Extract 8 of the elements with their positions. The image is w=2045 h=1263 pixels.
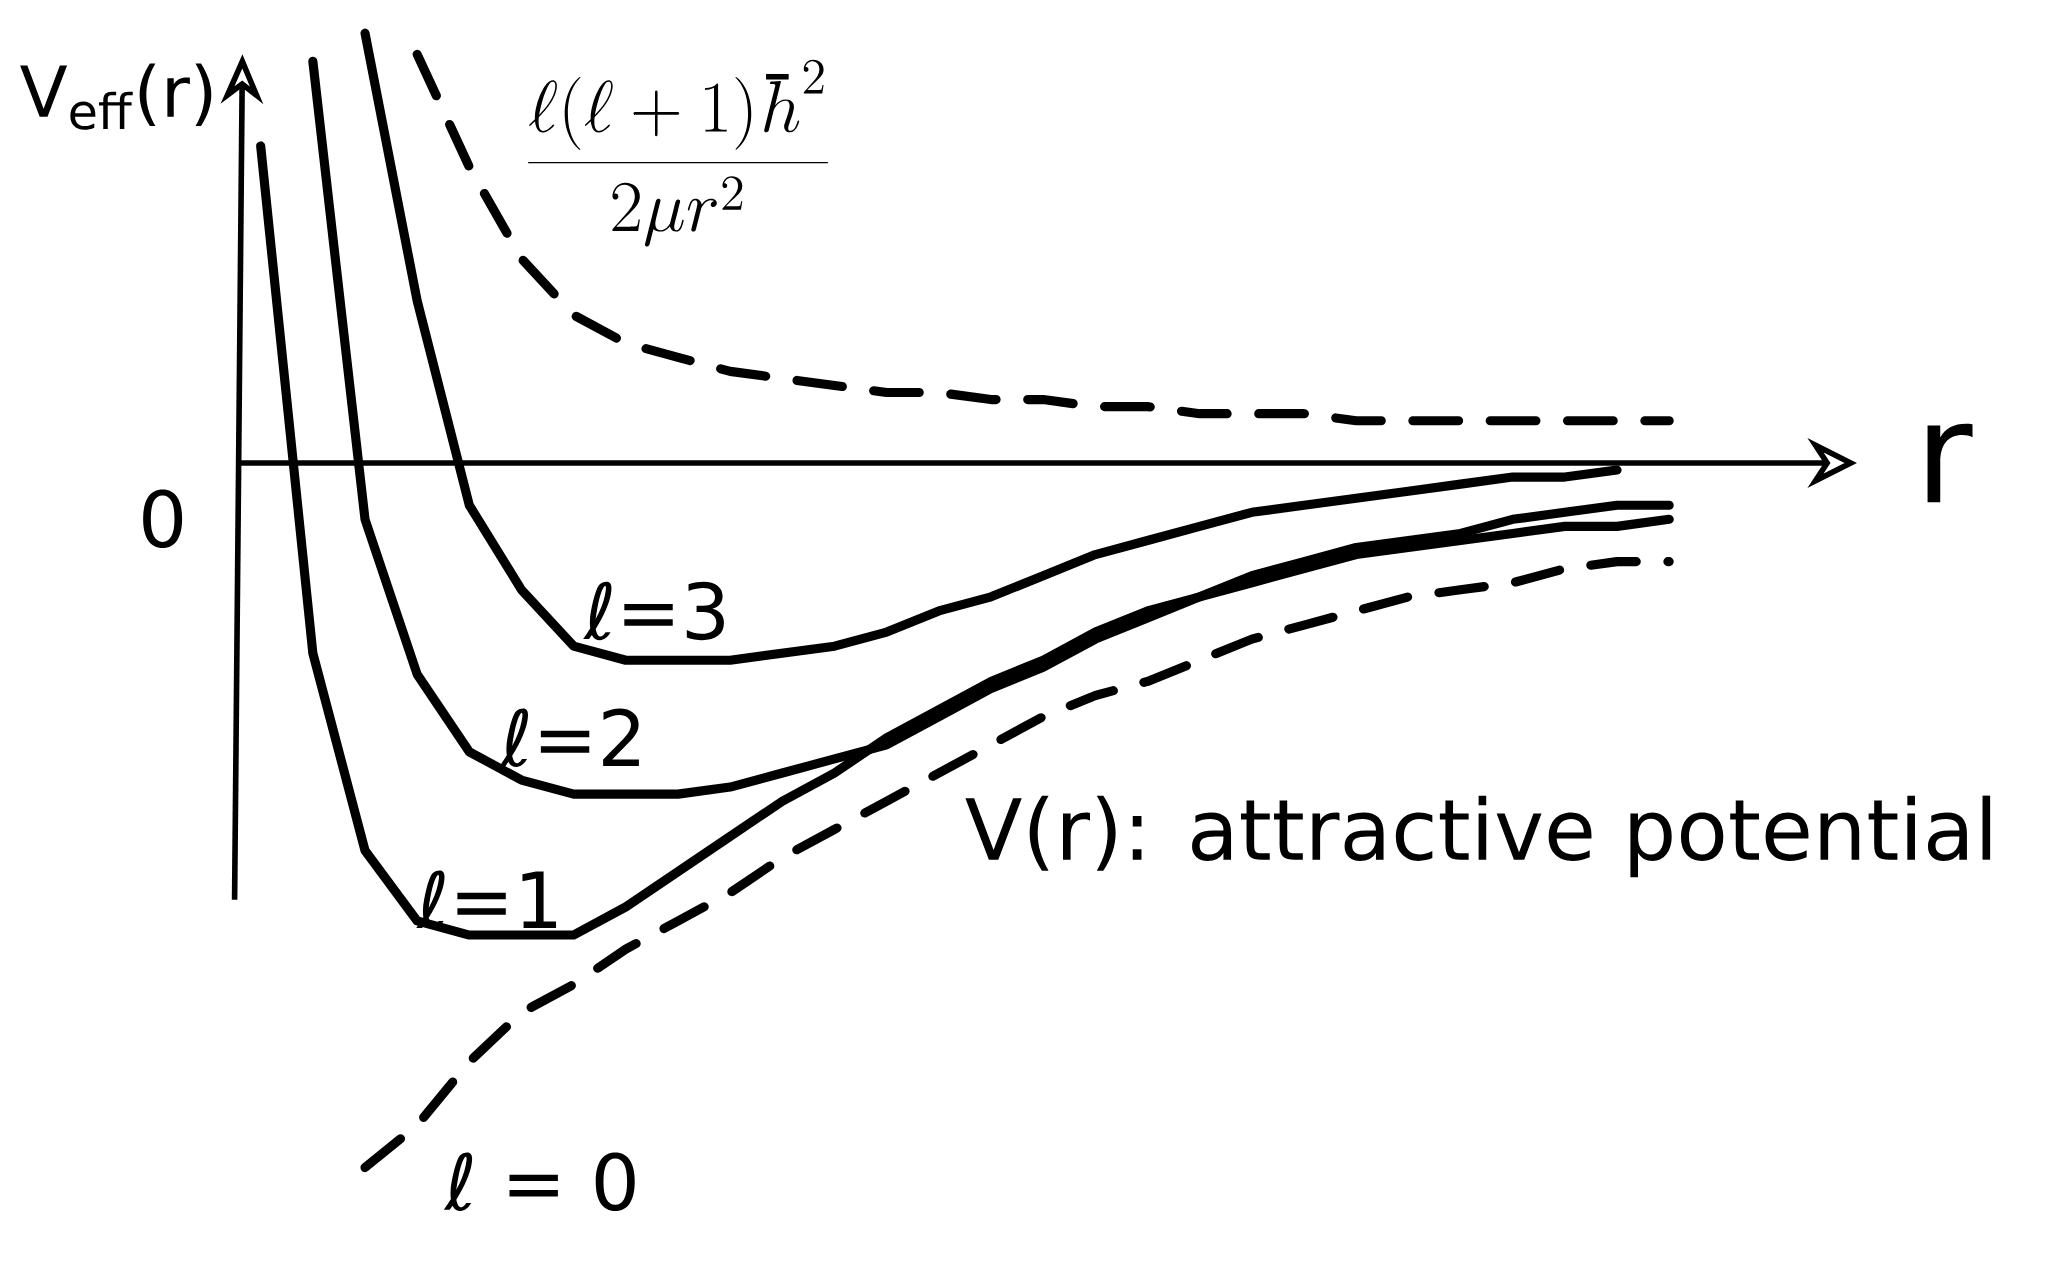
series-label: ℓ=3 <box>583 581 724 641</box>
y-axis-title: V$_{eff}$(r) <box>20 63 212 130</box>
annotation: V(r): attractive potential <box>965 795 1991 878</box>
series-label: $\frac{\ell(\ell+1)\hbar^2}{2\mu r^2}$ <box>528 59 828 247</box>
series-label: ℓ = 0 <box>443 1152 635 1211</box>
x-axis-title: r <box>1927 423 1973 503</box>
text: 0 <box>143 489 183 548</box>
series-label: ℓ=2 <box>499 708 639 768</box>
